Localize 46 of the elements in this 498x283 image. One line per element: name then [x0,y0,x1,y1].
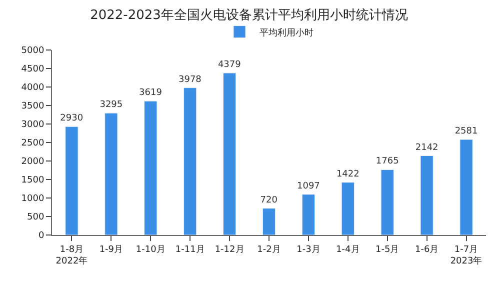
legend-label: 平均利用小时 [260,27,314,38]
data-label: 4379 [218,60,242,70]
x-tick-label: 1-8月 2022年 [56,244,88,266]
bar [262,208,276,235]
data-label: 2142 [415,142,438,153]
chart-title: 2022-2023年全国火电设备累计平均利用小时统计情况 [90,8,408,24]
y-tick-label: 1000 [21,194,44,204]
y-tick-label: 3000 [21,120,44,130]
y-tick-label: 2000 [21,157,44,168]
x-tick-label: 1-11月 [175,244,205,255]
x-tick-label: 1-9月 [99,244,124,255]
data-label: 1765 [376,156,399,167]
y-tick-label: 4000 [21,83,44,94]
y-tick-label: 0 [38,231,44,242]
bar [420,156,434,235]
data-label: 1097 [297,181,320,192]
x-tick-label: 1-3月 [296,244,320,255]
data-label: 1422 [336,169,360,180]
y-tick-label: 2500 [21,138,44,149]
data-label: 2581 [454,126,478,136]
y-tick-label: 4500 [21,64,44,75]
y-tick-label: 5000 [21,46,44,56]
data-label: 3978 [178,74,202,85]
data-label: 3295 [100,100,123,110]
data-label: 3619 [139,88,162,98]
bar [460,139,473,235]
x-tick-label: 1-7月 2023年 [450,244,482,266]
bar [144,100,158,235]
bar [104,112,118,235]
x-tick-label: 1-4月 [336,244,360,255]
bar [380,169,394,235]
data-label: 2930 [60,114,84,124]
y-tick-label: 500 [27,212,44,223]
x-tick-label: 1-10月 [136,244,166,255]
bar [222,72,236,235]
bar [341,182,354,235]
bar [302,194,316,235]
x-tick-label: 1-6月 [414,244,439,255]
y-tick-label: 3500 [21,102,44,112]
y-tick-label: 1500 [21,176,44,186]
x-tick-label: 1-5月 [376,244,400,255]
x-tick-label: 1-2月 [257,244,281,255]
bar [184,88,197,235]
data-label: 720 [260,195,278,206]
x-tick-label: 1-12月 [214,244,244,255]
bar [65,126,78,235]
